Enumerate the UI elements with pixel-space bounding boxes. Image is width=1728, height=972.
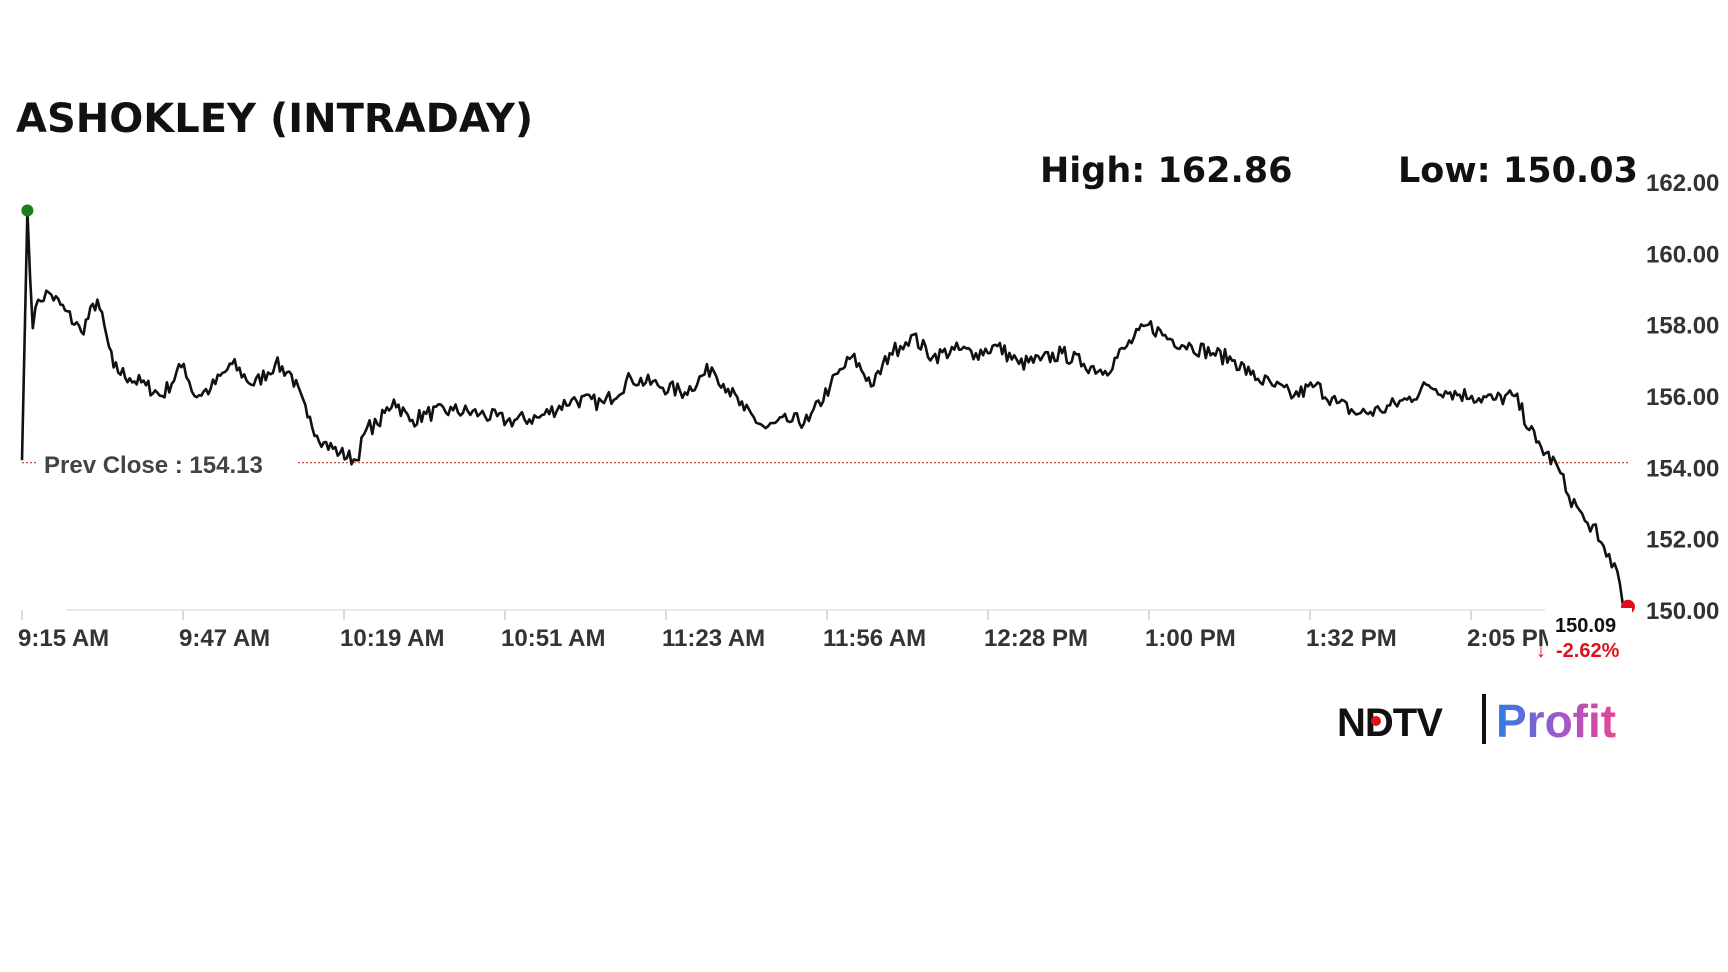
y-tick-label: 154.00 — [1646, 455, 1719, 482]
y-tick-label: 158.00 — [1646, 313, 1719, 340]
x-tick-label: 10:19 AM — [340, 625, 444, 652]
x-tick-label: 1:00 PM — [1145, 625, 1236, 652]
x-tick-label: 12:28 PM — [984, 625, 1088, 652]
ndtv-profit-logo: NDTV Profit — [1337, 694, 1616, 747]
low-label: Low: 150.03 — [1398, 151, 1638, 191]
y-tick-label: 156.00 — [1646, 384, 1719, 411]
x-tick-label: 9:47 AM — [179, 625, 270, 652]
high-label: High: 162.86 — [1040, 151, 1293, 191]
x-tick-label: 11:23 AM — [662, 625, 765, 652]
brand-ndtv: NDTV — [1337, 701, 1443, 745]
y-tick-label: 162.00 — [1646, 170, 1719, 197]
last-value-label: 150.09 — [1555, 615, 1616, 637]
change-percent-label: -2.62% — [1556, 640, 1620, 662]
x-tick-label: 10:51 AM — [501, 625, 605, 652]
x-tick-label: 1:32 PM — [1306, 625, 1397, 652]
price-line — [20, 209, 1629, 608]
prev-close-label: Prev Close : 154.13 — [44, 452, 263, 479]
prev-close-label-bg — [38, 446, 296, 482]
y-tick-label: 152.00 — [1646, 527, 1719, 554]
brand-dot-icon — [1371, 716, 1381, 726]
brand-divider — [1482, 694, 1486, 744]
last-value-box — [1548, 608, 1632, 666]
y-tick-label: 160.00 — [1646, 241, 1719, 268]
change-arrow: ↓ — [1536, 640, 1546, 662]
open-point-marker — [21, 204, 34, 217]
x-tick-label: 2:05 PM — [1467, 625, 1558, 652]
brand-profit: Profit — [1496, 695, 1616, 747]
x-axis: 9:15 AM 9:47 AM 10:19 AM 10:51 AM 11:23 AM 11… — [18, 609, 1558, 652]
x-tick-label: 9:15 AM — [18, 625, 109, 652]
y-axis: 162.00 160.00 158.00 156.00 154.00 152.00 150.… — [1646, 170, 1719, 625]
x-tick-label: 11:56 AM — [823, 625, 926, 652]
chart-title: ASHOKLEY (INTRADAY) — [16, 96, 533, 142]
y-tick-label: 150.00 — [1646, 598, 1719, 625]
